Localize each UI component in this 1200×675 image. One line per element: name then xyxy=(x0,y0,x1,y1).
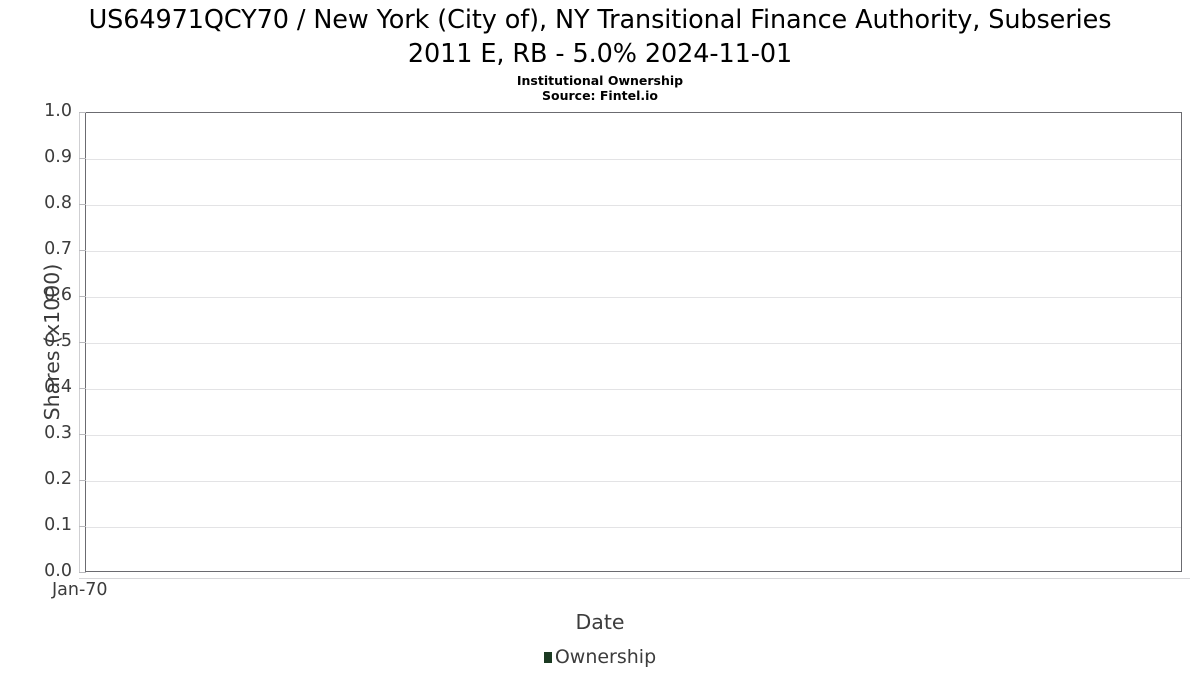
y-axis-tick-label: 1.0 xyxy=(44,101,72,121)
y-axis-tick-label: 0.6 xyxy=(44,285,72,305)
gridline xyxy=(86,251,1181,252)
plot-area xyxy=(85,112,1182,572)
y-axis-tick-label: 0.4 xyxy=(44,377,72,397)
chart-title-line-2: 2011 E, RB - 5.0% 2024-11-01 xyxy=(407,39,793,69)
y-axis-tick-mark xyxy=(79,434,86,435)
title-block: US64971QCY70 / New York (City of), NY Tr… xyxy=(0,0,1200,103)
y-axis-tick-mark xyxy=(79,572,86,573)
y-axis-tick-label: 0.7 xyxy=(44,239,72,259)
y-axis-tick-label: 0.5 xyxy=(44,331,72,351)
y-axis-title: Shares (x1000) xyxy=(40,263,64,421)
y-axis-tick-mark xyxy=(79,112,86,113)
gridline xyxy=(86,389,1181,390)
gridline xyxy=(86,343,1181,344)
gridline xyxy=(86,159,1181,160)
y-axis-tick-mark xyxy=(79,342,86,343)
gridline xyxy=(86,435,1181,436)
gridline xyxy=(86,297,1181,298)
x-axis-rule xyxy=(79,578,1190,579)
y-axis-tick-label: 0.0 xyxy=(44,561,72,581)
y-axis-tick-label: 0.1 xyxy=(44,515,72,535)
y-axis-tick-mark xyxy=(79,158,86,159)
y-axis-tick-label: 0.2 xyxy=(44,469,72,489)
x-axis-tick-label: Jan-70 xyxy=(52,580,108,600)
legend-item-label: Ownership xyxy=(554,646,657,668)
legend: Ownership xyxy=(0,646,1200,668)
y-axis-tick-mark xyxy=(79,296,86,297)
chart-subtitle-line-1: Institutional Ownership xyxy=(516,73,684,88)
chart-subtitle-source: Source: Fintel.io xyxy=(542,88,658,103)
gridline xyxy=(86,205,1181,206)
y-axis-tick-mark xyxy=(79,204,86,205)
chart-subtitle: Institutional Ownership Source: Fintel.i… xyxy=(0,73,1200,103)
y-axis-tick-mark xyxy=(79,526,86,527)
y-axis-tick-mark xyxy=(79,388,86,389)
gridline xyxy=(86,527,1181,528)
y-axis-tick-mark xyxy=(79,480,86,481)
y-axis-tick-label: 0.3 xyxy=(44,423,72,443)
gridline xyxy=(86,481,1181,482)
y-axis-tick-mark xyxy=(79,250,86,251)
chart-title-line-1: US64971QCY70 / New York (City of), NY Tr… xyxy=(88,5,1112,35)
legend-item-ownership[interactable]: Ownership xyxy=(543,646,657,668)
square-marker-icon xyxy=(543,651,552,663)
chart-title: US64971QCY70 / New York (City of), NY Tr… xyxy=(0,0,1200,71)
y-axis-tick-label: 0.8 xyxy=(44,193,72,213)
y-axis-tick-label: 0.9 xyxy=(44,147,72,167)
x-axis-title: Date xyxy=(575,610,625,634)
